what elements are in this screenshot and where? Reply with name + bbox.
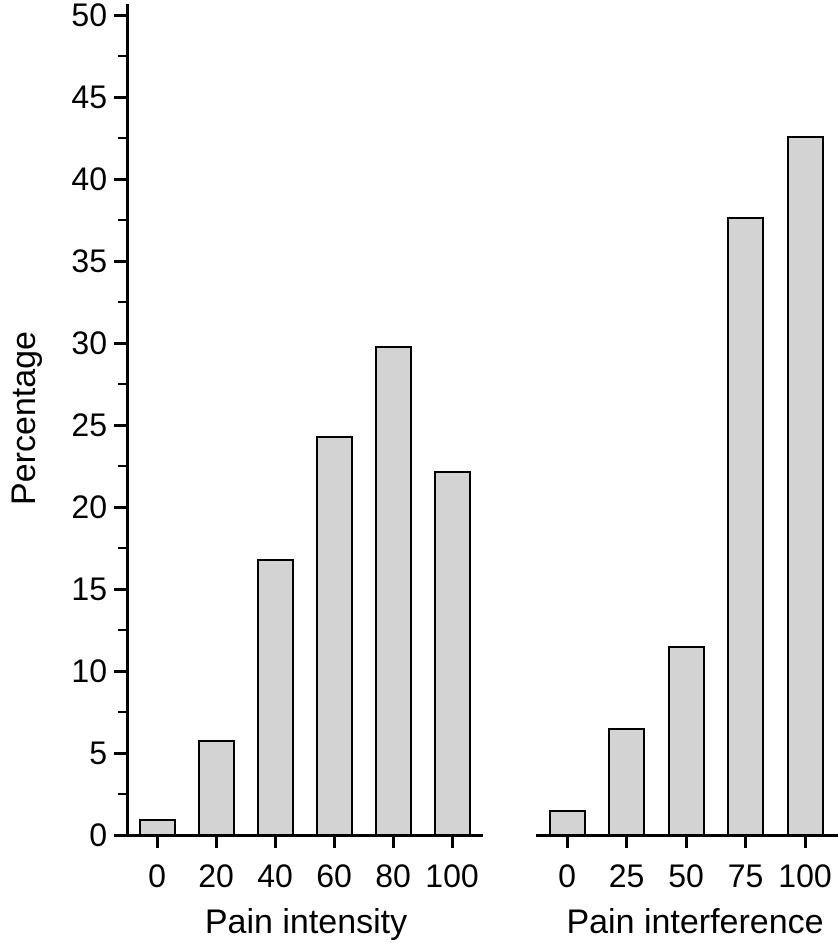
y-tick-label: 5 [89, 735, 107, 771]
bar [433, 471, 471, 836]
x-tick-label: 60 [316, 858, 352, 894]
y-major-tick [113, 13, 126, 17]
y-tick-label: 20 [71, 489, 107, 525]
x-tick [273, 836, 277, 848]
x-tick [391, 836, 395, 848]
y-major-tick [113, 587, 126, 591]
x-tick [332, 836, 336, 848]
x-tick [684, 836, 688, 848]
x-tick [565, 836, 569, 848]
x-tick-label: 80 [375, 858, 411, 894]
x-tick-label: 25 [608, 858, 645, 894]
y-minor-tick [117, 711, 126, 713]
y-minor-tick [117, 793, 126, 795]
y-minor-tick [117, 301, 126, 303]
y-major-tick [113, 341, 126, 345]
y-tick-label: 0 [89, 817, 107, 853]
bar [374, 346, 412, 836]
y-major-tick [113, 833, 126, 837]
x-tick [744, 836, 747, 848]
y-major-tick [113, 751, 126, 755]
y-minor-tick [117, 383, 126, 385]
y-major-tick [113, 669, 126, 673]
y-major-tick [113, 95, 126, 99]
y-minor-tick [117, 137, 126, 139]
x-axis-title: Pain interference [566, 903, 824, 941]
x-tick-label: 100 [425, 858, 479, 894]
y-tick-label: 15 [71, 571, 107, 607]
y-axis-line [125, 4, 129, 837]
x-tick-label: 50 [668, 858, 704, 894]
x-tick [155, 836, 159, 848]
y-minor-tick [117, 219, 126, 221]
y-tick-label: 30 [71, 325, 107, 361]
y-minor-tick [117, 629, 126, 631]
bar [315, 436, 353, 836]
bar [197, 740, 235, 836]
bar [727, 217, 764, 836]
y-tick-label: 45 [71, 79, 107, 115]
bar [256, 559, 294, 836]
y-major-tick [113, 423, 126, 427]
y-tick-label: 35 [71, 243, 107, 279]
bar [608, 728, 645, 836]
x-tick-label: 40 [257, 858, 293, 894]
x-axis-line [125, 833, 483, 837]
y-major-tick [113, 505, 126, 509]
y-tick-label: 40 [71, 161, 107, 197]
x-tick [803, 836, 807, 848]
x-tick [214, 836, 218, 848]
x-tick-label: 20 [198, 858, 234, 894]
x-axis-title: Pain intensity [204, 903, 408, 941]
bar [548, 810, 586, 836]
y-tick-label: 10 [71, 653, 107, 689]
y-minor-tick [117, 55, 126, 57]
x-tick-label: 0 [558, 858, 576, 894]
y-minor-tick [117, 465, 126, 467]
y-major-tick [113, 259, 126, 263]
x-tick-label: 100 [778, 858, 832, 894]
x-tick [450, 836, 454, 848]
y-minor-tick [117, 547, 126, 549]
bar [138, 819, 176, 836]
x-tick-label: 75 [727, 858, 764, 894]
y-tick-label: 25 [71, 407, 107, 443]
y-tick-label: 50 [71, 0, 107, 33]
x-tick-label: 0 [148, 858, 166, 894]
bar [786, 136, 824, 836]
bar [667, 646, 705, 836]
x-tick [625, 836, 628, 848]
y-major-tick [113, 177, 126, 181]
